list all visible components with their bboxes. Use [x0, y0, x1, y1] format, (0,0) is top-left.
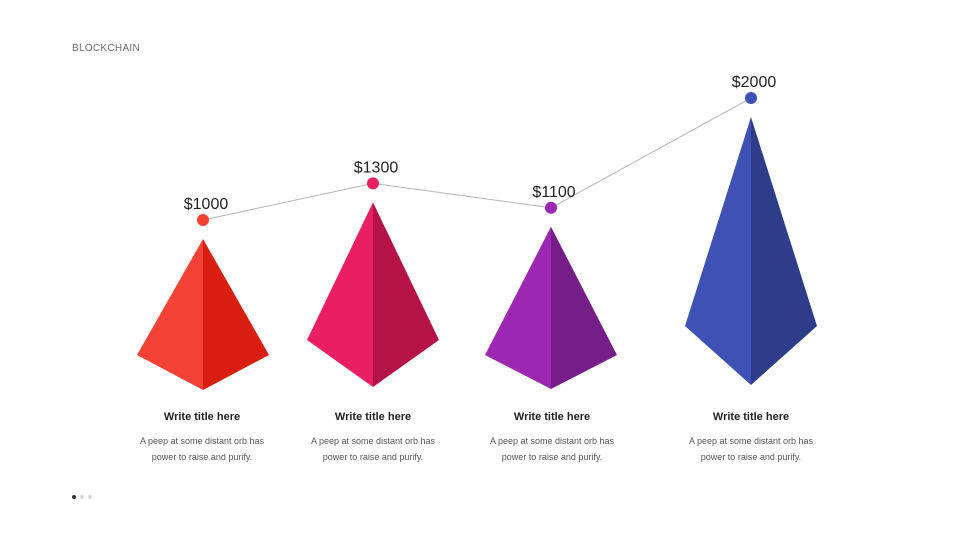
value-marker-3	[545, 201, 557, 214]
markers-group	[197, 92, 757, 226]
value-marker-1	[197, 214, 209, 226]
value-labels-group: $1000 $1300 $1100 $2000	[184, 74, 777, 213]
value-label-4: $2000	[732, 74, 777, 91]
section-header: BLOCKCHAIN	[72, 43, 141, 54]
pagination-dot-1[interactable]	[72, 495, 76, 499]
trend-line	[202, 97, 752, 221]
item-desc-2-line1: A peep at some distant orb has	[310, 436, 436, 446]
item-desc-2-line2: power to raise and purify.	[322, 452, 424, 462]
value-label-3: $1100	[532, 184, 575, 201]
item-title-2: Write title here	[334, 411, 412, 423]
pagination-dots	[72, 495, 92, 499]
item-desc-3-line1: A peep at some distant orb has	[489, 436, 615, 446]
item-desc-4-line2: power to raise and purify.	[700, 452, 802, 462]
item-desc-1-line1: A peep at some distant orb has	[139, 436, 265, 446]
item-desc-1: A peep at some distant orb has power to …	[122, 433, 282, 465]
pyramids-group	[137, 117, 817, 390]
pyramid-2-light-face	[307, 202, 373, 387]
item-title-1: Write title here	[163, 411, 241, 423]
value-chart: $1000 $1300 $1100 $2000	[137, 74, 817, 390]
value-label-2: $1300	[354, 159, 399, 176]
pagination-dot-3[interactable]	[88, 495, 92, 499]
pyramid-3-light-face	[485, 226, 551, 389]
item-desc-1-line2: power to raise and purify.	[151, 452, 253, 462]
pyramid-1-shade-face	[203, 239, 269, 390]
item-title-3: Write title here	[513, 411, 591, 423]
item-desc-4-line1: A peep at some distant orb has	[688, 436, 814, 446]
item-desc-3-line2: power to raise and purify.	[501, 452, 603, 462]
pagination-dot-2[interactable]	[80, 495, 84, 499]
pyramid-1-light-face	[137, 239, 203, 390]
item-desc-2: A peep at some distant orb has power to …	[293, 433, 453, 465]
value-marker-4	[745, 92, 757, 104]
pyramid-4-light-face	[685, 117, 751, 385]
item-desc-3: A peep at some distant orb has power to …	[472, 433, 632, 465]
pyramid-4-shade-face	[751, 117, 817, 385]
item-desc-4: A peep at some distant orb has power to …	[671, 433, 831, 465]
value-marker-2	[367, 177, 379, 190]
value-label-1: $1000	[184, 196, 229, 213]
pyramid-2-shade-face	[373, 202, 439, 387]
pyramid-3-shade-face	[551, 226, 617, 389]
item-title-4: Write title here	[712, 411, 790, 423]
